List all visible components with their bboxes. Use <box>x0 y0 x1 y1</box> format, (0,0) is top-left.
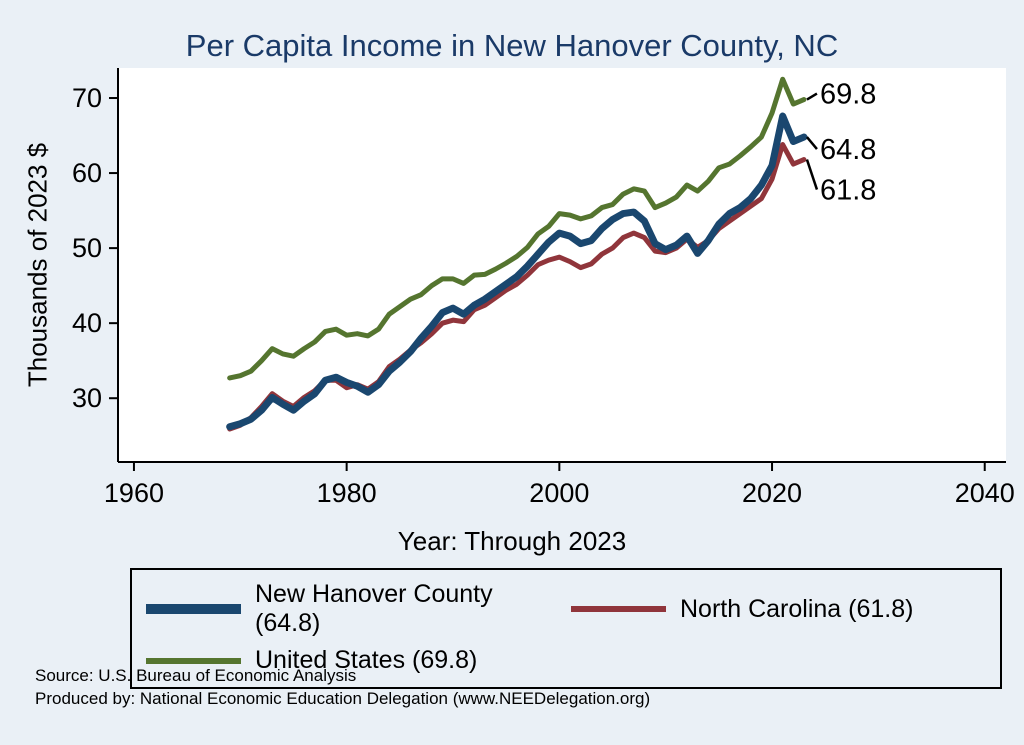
series-line-united-states <box>227 76 807 381</box>
source-block: Source: U.S. Bureau of Economic Analysis… <box>35 664 650 710</box>
legend-item-united-states: United States (69.8) <box>146 646 561 675</box>
end-label-leader <box>805 159 819 190</box>
legend-swatch-new-hanover <box>146 604 241 614</box>
legend-label-united-states: United States (69.8) <box>255 646 478 674</box>
y-tick-label: 60 <box>72 158 102 188</box>
x-tick-label: 1980 <box>317 478 377 508</box>
y-tick-label: 40 <box>72 308 102 338</box>
end-value-label: 61.8 <box>820 175 876 207</box>
end-label-leader <box>806 92 818 101</box>
plot-background <box>118 68 1006 462</box>
legend: New Hanover County (64.8) North Carolina… <box>130 568 1002 689</box>
x-tick-label: 2040 <box>955 478 1015 508</box>
x-tick-label: 2000 <box>529 478 589 508</box>
end-value-label: 64.8 <box>820 134 876 166</box>
legend-swatch-united-states <box>146 657 241 664</box>
legend-label-north-carolina: North Carolina (61.8) <box>680 594 914 623</box>
legend-swatch-north-carolina <box>571 606 666 612</box>
y-tick-label: 70 <box>72 83 102 113</box>
legend-item-north-carolina: North Carolina (61.8) <box>571 580 986 638</box>
end-label-leader <box>805 136 818 150</box>
x-tick-label: 2020 <box>742 478 802 508</box>
produced-by-line: Produced by: National Economic Education… <box>35 689 651 708</box>
legend-label-new-hanover: New Hanover County (64.8) <box>255 580 493 637</box>
plot-area: 30 40 50 60 70 1960 1980 2000 2020 2040 69.8 64.8 61… <box>72 68 1015 508</box>
source-line: Source: U.S. Bureau of Economic Analysis <box>35 666 357 685</box>
y-tick-label: 50 <box>72 233 102 263</box>
series-line-new-hanover-county <box>226 112 808 431</box>
chart-title: Per Capita Income in New Hanover County,… <box>185 28 839 63</box>
legend-item-new-hanover: New Hanover County (64.8) <box>146 580 561 638</box>
y-tick-label: 30 <box>72 383 102 413</box>
x-axis-title: Year: Through 2023 <box>397 526 627 556</box>
end-value-label: 69.8 <box>820 79 876 111</box>
y-axis-title: Thousands of 2023 $ <box>22 142 53 388</box>
x-tick-label: 1960 <box>104 478 164 508</box>
